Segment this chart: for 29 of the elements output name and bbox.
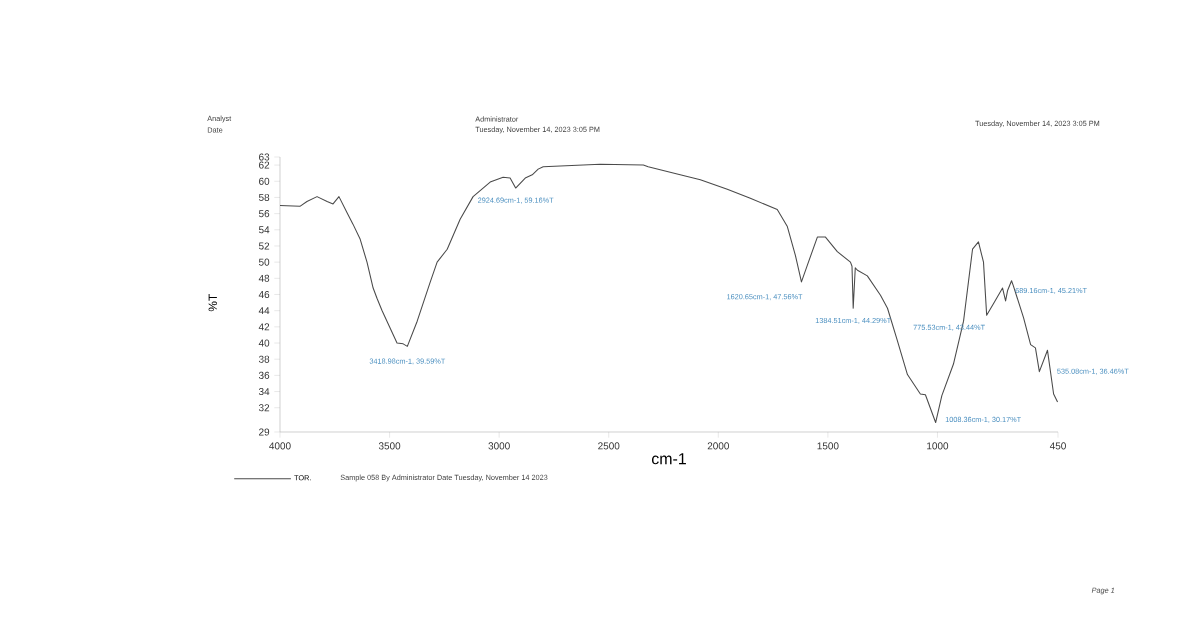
y-tick-label: 60 — [259, 177, 270, 185]
y-axis-title: %T — [208, 294, 217, 312]
y-tick-label: 54 — [258, 226, 270, 234]
y-tick-label: 29 — [259, 428, 270, 436]
x-tick-label: 1500 — [817, 442, 839, 450]
y-tick-label: 48 — [258, 274, 270, 282]
y-tick-label: 56 — [258, 210, 270, 218]
y-tick-label: 50 — [258, 258, 270, 266]
x-axis-title: cm-1 — [651, 453, 686, 465]
y-tick-label: 40 — [258, 339, 270, 347]
y-tick-label: 38 — [258, 355, 270, 363]
y-tick-label: 52 — [258, 242, 270, 250]
x-tick-label: 1000 — [927, 442, 949, 450]
y-tick-label: 44 — [258, 307, 270, 315]
y-tick-label: 36 — [258, 371, 270, 379]
y-tick-label: 46 — [258, 290, 270, 299]
y-tick-label: 58 — [258, 193, 270, 201]
x-tick-label: 2500 — [598, 442, 620, 450]
line-series — [279, 163, 1059, 424]
x-tick-label: 450 — [1049, 442, 1066, 450]
y-tick-label: 32 — [258, 404, 270, 412]
x-tick-label: 3500 — [378, 442, 401, 450]
x-tick-label: 2000 — [707, 442, 729, 450]
y-tick-label: 34 — [258, 388, 270, 396]
y-tick-label: 62 — [259, 161, 270, 169]
y-tick-label: 63 — [259, 153, 270, 161]
x-tick-label: 4000 — [269, 442, 291, 450]
x-tick-label: 3000 — [488, 442, 510, 450]
y-tick-label: 42 — [258, 323, 270, 331]
